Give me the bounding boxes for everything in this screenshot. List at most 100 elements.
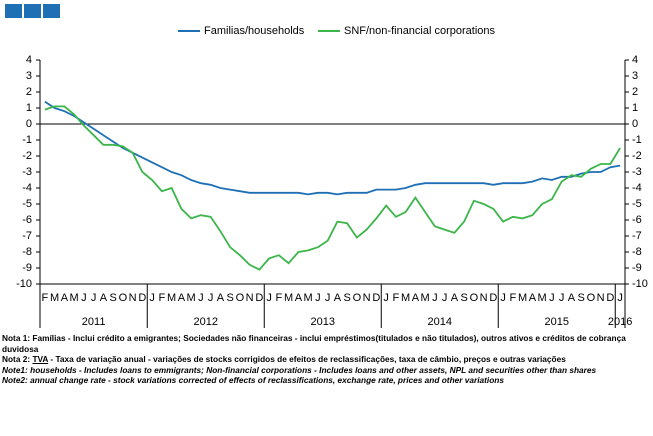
note-text: Note1: households - Includes loans to em… [2,364,597,375]
x-group-label: 2014 [428,316,452,328]
x-tick-label: N [597,292,605,304]
x-tick-label: J [266,292,272,304]
x-tick-label: M [187,292,196,304]
decor-square [24,4,41,18]
x-tick-label: D [489,292,497,304]
y2-tick-label: 0 [632,118,638,130]
series-line [44,100,621,196]
x-tick-label: N [363,292,371,304]
x-tick-label: J [315,292,321,304]
x-tick-label: M [421,292,430,304]
y2-tick-label: -1 [632,134,642,146]
y-tick-label: -8 [22,246,32,258]
x-tick-label: J [149,292,155,304]
x-tick-label: M [401,292,410,304]
x-tick-label: S [109,292,116,304]
x-group-label: 2013 [311,316,335,328]
y-tick-label: -10 [16,278,32,290]
x-tick-label: J [442,292,448,304]
x-tick-label: J [81,292,87,304]
x-tick-label: S [577,292,584,304]
x-tick-label: J [383,292,389,304]
x-tick-label: M [538,292,547,304]
x-tick-label: A [217,292,225,304]
x-group-label: 2012 [194,316,218,328]
x-tick-label: M [50,292,59,304]
y-tick-label: -7 [22,230,32,242]
y2-tick-label: -2 [632,150,642,162]
x-tick-label: A [451,292,459,304]
x-tick-label: F [393,292,400,304]
x-tick-label: O [119,292,128,304]
legend-label: Familias/households [204,25,305,37]
x-tick-label: J [91,292,97,304]
x-tick-label: S [226,292,233,304]
y2-tick-label: -5 [632,198,642,210]
x-tick-label: J [208,292,214,304]
y-tick-label: -6 [22,214,32,226]
note-text: - Taxa de variação anual - variações de … [48,354,566,365]
y-tick-label: -5 [22,198,32,210]
x-tick-label: F [42,292,49,304]
y2-tick-label: -3 [632,166,642,178]
legend-label: SNF/non-financial corporations [344,25,496,37]
y-tick-label: 4 [26,54,32,66]
chart: -10-9-8-7-6-5-4-3-2-101234-10-9-8-7-6-5-… [5,4,648,328]
y2-tick-label: -10 [632,278,648,290]
x-group-label: 2015 [545,316,569,328]
y-tick-label: 3 [26,70,32,82]
note: Note2: annual change rate - stock variat… [2,375,642,386]
x-tick-label: M [304,292,313,304]
x-tick-label: S [343,292,350,304]
note-text: Nota 2: [2,354,33,365]
x-tick-label: J [617,292,623,304]
x-tick-label: A [295,292,303,304]
y-tick-label: -2 [22,150,32,162]
x-tick-label: S [460,292,467,304]
x-tick-label: M [284,292,293,304]
y2-tick-label: 2 [632,86,638,98]
x-tick-label: O [236,292,245,304]
x-tick-label: O [353,292,362,304]
y2-tick-label: 3 [632,70,638,82]
x-tick-label: F [510,292,517,304]
x-tick-label: A [529,292,537,304]
x-tick-label: J [432,292,438,304]
x-group-label: 2016 [608,316,632,328]
y-tick-label: 0 [26,118,32,130]
note-text: Nota 1: Famílias - Inclui crédito a emig… [2,333,626,354]
x-tick-label: M [518,292,527,304]
y-tick-label: 2 [26,86,32,98]
decor-square [43,4,60,18]
x-tick-label: N [246,292,254,304]
x-tick-label: J [325,292,331,304]
x-tick-label: N [480,292,488,304]
x-tick-label: D [372,292,380,304]
y-tick-label: -3 [22,166,32,178]
y-tick-label: -4 [22,182,32,194]
x-group-label: 2011 [82,316,106,328]
y-tick-label: -1 [22,134,32,146]
y2-tick-label: -7 [632,230,642,242]
x-tick-label: A [178,292,186,304]
x-tick-label: A [334,292,342,304]
x-tick-label: J [500,292,506,304]
x-tick-label: M [167,292,176,304]
y2-tick-label: -9 [632,262,642,274]
x-tick-label: N [129,292,137,304]
x-tick-label: O [587,292,596,304]
series-line [44,105,621,271]
x-tick-label: M [70,292,79,304]
y-tick-label: -9 [22,262,32,274]
x-tick-label: O [470,292,479,304]
note-text: TVA [32,354,49,365]
note: Nota 1: Famílias - Inclui crédito a emig… [2,333,642,354]
x-tick-label: J [549,292,555,304]
note: Nota 2: TVA - Taxa de variação anual - v… [2,354,642,365]
y2-tick-label: 1 [632,102,638,114]
y2-tick-label: -6 [632,214,642,226]
x-tick-label: D [138,292,146,304]
decor-square [5,4,22,18]
x-tick-label: A [568,292,576,304]
